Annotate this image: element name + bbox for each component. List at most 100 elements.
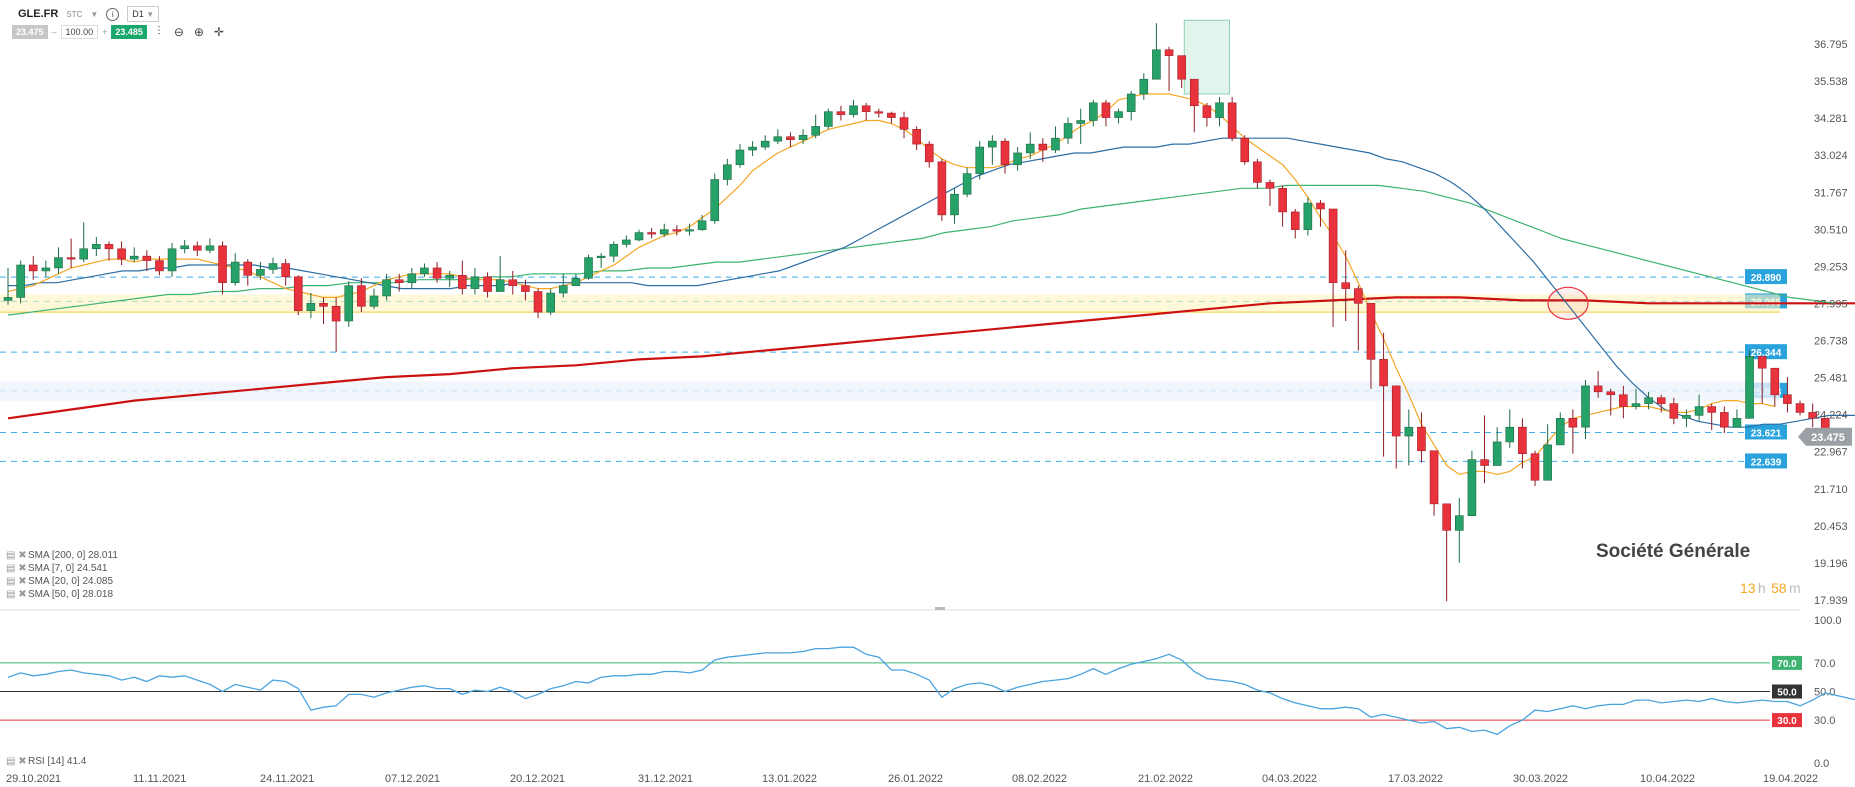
candle-body <box>16 264 25 298</box>
buy-price-button[interactable]: 23.485 <box>111 24 147 39</box>
countdown-hours: 13 <box>1740 580 1756 596</box>
rsi-level-label: 50.0 <box>1777 688 1797 699</box>
plus-button[interactable]: + <box>102 26 108 37</box>
price-tick-label: 22.967 <box>1814 447 1848 459</box>
candle <box>937 158 947 221</box>
candle-body <box>1126 93 1136 112</box>
candle <box>546 288 555 316</box>
candle <box>117 241 126 266</box>
candle-body <box>1177 55 1186 80</box>
candles <box>3 23 1830 602</box>
timeframe-select[interactable]: D1 ▼ <box>127 6 160 22</box>
current-price-tag <box>1798 427 1852 446</box>
price-tick-label: 30.510 <box>1814 224 1848 236</box>
candle-body <box>1278 188 1287 213</box>
countdown: 13 h 58 m <box>1740 580 1801 596</box>
candle-body <box>382 279 391 297</box>
candle-body <box>3 297 13 301</box>
minus-button[interactable]: – <box>51 26 57 37</box>
candle-body <box>823 111 833 127</box>
legend-icon[interactable]: ▤ ✖ <box>6 550 27 561</box>
price-tick-label: 29.253 <box>1814 261 1848 273</box>
candle-body <box>798 134 808 140</box>
candle <box>281 259 290 286</box>
candle <box>596 253 606 268</box>
instrument-row: GLE.FR STC ▼ i D1 ▼ <box>18 6 160 22</box>
candle-body <box>584 257 593 279</box>
candle-body <box>887 112 896 118</box>
candle <box>54 247 63 274</box>
candle <box>1391 385 1401 469</box>
candle-body <box>1808 412 1817 419</box>
level-label: 22.639 <box>1751 457 1782 468</box>
chevron-down-icon[interactable]: ▼ <box>90 9 99 19</box>
candle <box>1076 108 1085 145</box>
candle-body <box>129 255 139 260</box>
candle <box>394 273 404 292</box>
crosshair-icon[interactable]: ✛ <box>213 24 224 39</box>
candle-body <box>1189 78 1199 107</box>
candle <box>28 256 38 280</box>
candle <box>256 262 265 280</box>
candle-body <box>773 136 783 142</box>
candle <box>1770 367 1780 407</box>
candle-body <box>1038 143 1048 151</box>
chart-type-icon[interactable]: ⫶ <box>157 24 161 38</box>
candle <box>230 253 240 286</box>
candle-body <box>1720 412 1729 428</box>
indicator-sma50: SMA [50, 0] 28.018 <box>28 589 113 600</box>
candle-body <box>659 229 669 235</box>
candle <box>470 267 480 295</box>
candle-body <box>1795 403 1805 413</box>
candle <box>634 229 644 242</box>
candle <box>1253 158 1262 189</box>
candle-body <box>1000 140 1010 166</box>
symbol-label[interactable]: GLE.FR <box>18 8 59 20</box>
zoom-in-icon[interactable]: ⊕ <box>193 24 204 39</box>
candle-body <box>281 263 290 278</box>
candle <box>1682 409 1691 428</box>
candle <box>1505 409 1515 448</box>
candle-body <box>319 303 328 307</box>
quantity-input[interactable]: 100.00 <box>60 24 99 39</box>
candle <box>1492 427 1502 466</box>
candle-body <box>1417 426 1426 452</box>
candle <box>1619 385 1628 419</box>
candle <box>786 132 795 148</box>
candle <box>1720 406 1729 434</box>
candle <box>622 235 631 248</box>
legend-icon[interactable]: ▤ ✖ <box>6 563 27 574</box>
candle <box>1707 403 1716 431</box>
candle-body <box>357 285 366 307</box>
candle <box>1530 450 1540 487</box>
candle <box>1316 200 1325 227</box>
candle <box>950 188 959 224</box>
legend-icon[interactable]: ▤ ✖ <box>6 589 27 600</box>
zoom-out-icon[interactable]: ⊖ <box>173 24 184 39</box>
price-tick-label: 35.538 <box>1814 76 1848 88</box>
candle-body <box>672 229 682 232</box>
rsi-level-tag <box>1772 713 1802 728</box>
sell-price-button[interactable]: 23.475 <box>12 24 48 39</box>
candle <box>293 275 303 316</box>
candle-body <box>155 260 164 272</box>
candle-body <box>218 245 227 283</box>
level-tag <box>1745 269 1787 285</box>
candle-body <box>533 291 543 313</box>
candle-body <box>558 285 568 294</box>
candle <box>924 141 934 168</box>
candle <box>344 281 354 327</box>
legend-icon[interactable]: ▤ ✖ <box>6 756 27 767</box>
info-icon[interactable]: i <box>106 7 120 21</box>
candle-body <box>571 277 581 286</box>
price-tick-label: 31.767 <box>1814 187 1848 199</box>
candle <box>1593 371 1603 398</box>
candle <box>1025 132 1035 159</box>
candle <box>1366 303 1376 389</box>
legend-icon[interactable]: ▤ ✖ <box>6 576 27 587</box>
candle-body <box>899 117 909 130</box>
sma200-line <box>7 296 1855 420</box>
date-tick-label: 26.01.2022 <box>888 773 943 785</box>
candle-body <box>836 111 846 115</box>
